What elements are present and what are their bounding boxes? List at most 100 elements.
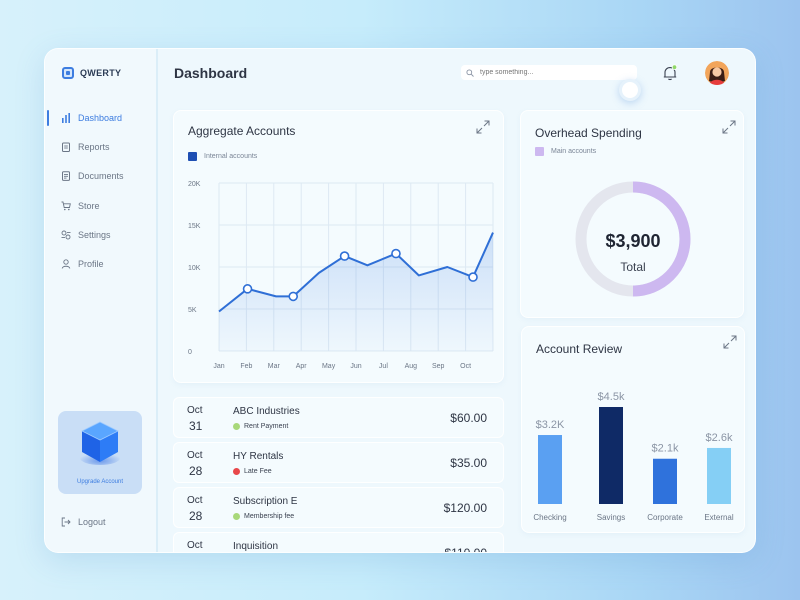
avatar[interactable] bbox=[705, 61, 729, 85]
user-icon bbox=[61, 259, 71, 269]
expand-icon[interactable] bbox=[476, 120, 490, 134]
x-tick-label: Aug bbox=[405, 363, 418, 370]
sidebar: QWERTY Dashboard Reports Documents Store bbox=[45, 49, 158, 552]
settings-icon bbox=[61, 230, 71, 240]
aggregate-accounts-card: Aggregate Accounts Internal accounts 0 5K… bbox=[173, 110, 504, 383]
transaction-amount: $110.00 bbox=[444, 546, 488, 553]
brand[interactable]: QWERTY bbox=[62, 67, 121, 79]
x-tick-label: Sep bbox=[432, 363, 445, 370]
y-tick-label: 15K bbox=[188, 223, 201, 230]
bar-category-label: Corporate bbox=[647, 513, 683, 522]
sidebar-item-label: Store bbox=[78, 200, 100, 211]
transaction-month: Oct bbox=[187, 540, 203, 551]
aggregate-line-chart: 0 5K 10K 15K 20K Jan Feb Mar Apr May Jun Jul Aug Sep O… bbox=[188, 181, 494, 370]
x-tick-label: Apr bbox=[296, 363, 308, 370]
sidebar-item-settings[interactable]: Settings bbox=[45, 220, 156, 249]
sidebar-item-store[interactable]: Store bbox=[45, 191, 156, 220]
bar-chart-icon bbox=[62, 112, 70, 123]
legend-label: Internal accounts bbox=[204, 153, 258, 160]
bar-category-label: Savings bbox=[597, 513, 625, 522]
sidebar-item-label: Profile bbox=[78, 259, 104, 270]
legend-swatch bbox=[188, 152, 197, 161]
data-point bbox=[468, 272, 478, 282]
donut-total-label: Total bbox=[620, 260, 645, 274]
transaction-name: HY Rentals bbox=[233, 451, 284, 462]
transaction-tag: Membership fee bbox=[233, 513, 294, 520]
overhead-donut-chart: $3,900 Total bbox=[575, 181, 691, 297]
search-icon bbox=[466, 68, 474, 77]
clipboard-icon bbox=[62, 142, 70, 152]
transaction-tag: Late Fee bbox=[233, 468, 272, 475]
donut-slice-main-accounts bbox=[632, 181, 691, 297]
card-title: Aggregate Accounts bbox=[188, 124, 296, 138]
page-title: Dashboard bbox=[174, 65, 248, 81]
cube-icon bbox=[80, 421, 120, 465]
transaction-day: 31 bbox=[189, 419, 203, 433]
transaction-tag: Rent Payment bbox=[233, 423, 288, 430]
y-tick-label: 0 bbox=[188, 349, 192, 356]
x-tick-label: Mar bbox=[268, 363, 281, 370]
bar-category-label: External bbox=[704, 513, 734, 522]
bar-corporate bbox=[653, 458, 677, 504]
bell-icon[interactable] bbox=[661, 64, 679, 82]
upgrade-account-label: Upgrade Account bbox=[76, 479, 124, 485]
transaction-name: Subscription E bbox=[233, 496, 298, 507]
transaction-amount: $35.00 bbox=[450, 456, 487, 470]
expand-icon[interactable] bbox=[722, 120, 736, 134]
sidebar-item-dashboard[interactable]: Dashboard bbox=[45, 103, 156, 132]
sidebar-item-label: Dashboard bbox=[78, 112, 123, 123]
data-point bbox=[391, 248, 401, 259]
x-tick-label: May bbox=[322, 363, 336, 370]
upgrade-account-card[interactable]: Upgrade Account bbox=[58, 411, 142, 494]
x-tick-label: Oct bbox=[460, 363, 471, 370]
data-point bbox=[288, 291, 299, 302]
theme-toggle-knob[interactable] bbox=[619, 79, 641, 101]
transaction-name: ABC Industries bbox=[233, 406, 300, 417]
transaction-row[interactable]: Oct 28 Subscription E Membership fee $120.00 bbox=[173, 487, 504, 528]
chart-legend: Main accounts bbox=[535, 147, 596, 156]
expand-icon[interactable] bbox=[723, 335, 737, 349]
search-bar[interactable] bbox=[461, 65, 637, 80]
bar-value-label: $2.1k bbox=[652, 443, 679, 455]
transaction-month: Oct bbox=[187, 495, 203, 506]
transaction-tag-label: Late Fee bbox=[244, 468, 272, 475]
logout-label: Logout bbox=[78, 517, 106, 527]
sidebar-nav: Dashboard Reports Documents Store Settin… bbox=[45, 103, 156, 279]
transaction-tag-label: Rent Payment bbox=[244, 423, 289, 430]
bar-savings bbox=[599, 407, 623, 504]
bar-value-label: $2.6k bbox=[706, 432, 733, 444]
chart-legend: Internal accounts bbox=[188, 152, 257, 161]
series-line-internal-accounts bbox=[218, 232, 494, 313]
sidebar-item-reports[interactable]: Reports bbox=[45, 132, 156, 161]
overhead-spending-card: Overhead Spending Main accounts $3,900 T… bbox=[520, 110, 744, 318]
transaction-row[interactable]: Oct Inquisition $110.00 bbox=[173, 532, 504, 553]
bar-checking bbox=[538, 435, 562, 504]
logout-icon bbox=[61, 517, 71, 527]
x-tick-label: Jun bbox=[350, 363, 361, 370]
sidebar-item-label: Reports bbox=[78, 141, 110, 152]
logout-button[interactable]: Logout bbox=[61, 517, 106, 527]
sidebar-item-label: Documents bbox=[78, 171, 124, 182]
y-tick-label: 20K bbox=[188, 181, 201, 188]
series-area-internal-accounts bbox=[219, 232, 493, 351]
sidebar-item-profile[interactable]: Profile bbox=[45, 249, 156, 278]
x-tick-label: Jul bbox=[379, 363, 388, 370]
transaction-amount: $60.00 bbox=[450, 411, 487, 425]
search-input[interactable] bbox=[480, 69, 620, 76]
x-tick-label: Feb bbox=[240, 363, 252, 370]
y-tick-label: 10K bbox=[188, 265, 201, 272]
app-window: QWERTY Dashboard Reports Documents Store bbox=[44, 48, 756, 553]
sidebar-item-documents[interactable]: Documents bbox=[45, 162, 156, 191]
account-review-bar-chart: $3.2K Checking $4.5k Savings $2.1k Corporate $… bbox=[533, 391, 734, 522]
x-tick-label: Jan bbox=[213, 363, 224, 370]
transaction-row[interactable]: Oct 31 ABC Industries Rent Payment $60.00 bbox=[173, 397, 504, 438]
status-dot bbox=[233, 423, 240, 430]
bar-external bbox=[707, 447, 731, 504]
brand-name: QWERTY bbox=[80, 68, 122, 78]
transaction-month: Oct bbox=[187, 450, 203, 461]
document-icon bbox=[62, 171, 70, 182]
transaction-row[interactable]: Oct 28 HY Rentals Late Fee $35.00 bbox=[173, 442, 504, 483]
cart-icon bbox=[61, 201, 71, 210]
status-dot bbox=[233, 513, 240, 520]
donut-total-value: $3,900 bbox=[605, 231, 660, 251]
